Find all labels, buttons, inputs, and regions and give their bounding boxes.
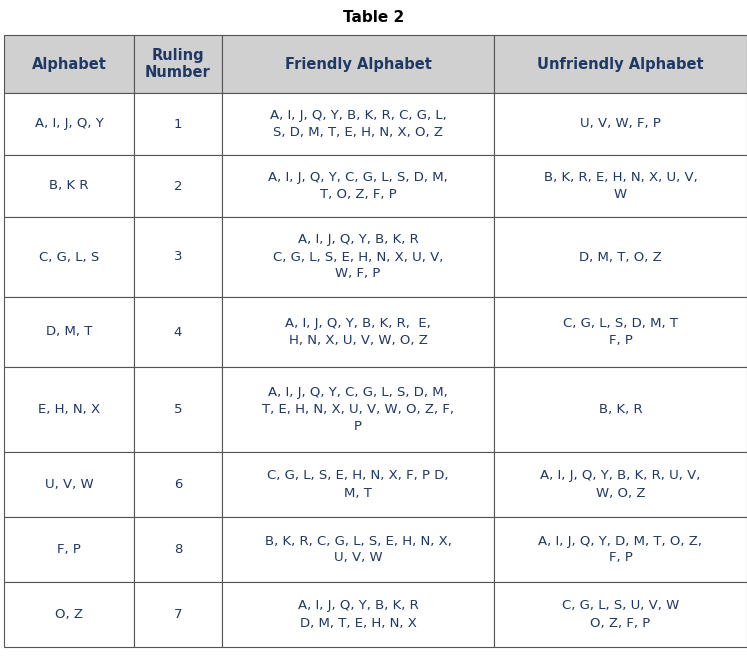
Text: B, K R: B, K R xyxy=(49,180,89,193)
Bar xyxy=(134,367,222,452)
Bar xyxy=(4,93,134,155)
Bar xyxy=(222,452,494,517)
Bar xyxy=(4,217,134,297)
Bar xyxy=(222,93,494,155)
Bar xyxy=(134,582,222,647)
Text: C, G, L, S: C, G, L, S xyxy=(39,251,99,263)
Bar xyxy=(134,517,222,582)
Text: Alphabet: Alphabet xyxy=(31,57,106,72)
Text: U, V, W, F, P: U, V, W, F, P xyxy=(580,118,661,130)
Text: A, I, J, Q, Y, B, K, R, C, G, L,
S, D, M, T, E, H, N, X, O, Z: A, I, J, Q, Y, B, K, R, C, G, L, S, D, M… xyxy=(270,109,447,139)
Text: A, I, J, Q, Y, C, G, L, S, D, M,
T, O, Z, F, P: A, I, J, Q, Y, C, G, L, S, D, M, T, O, Z… xyxy=(268,171,448,201)
Text: C, G, L, S, U, V, W
O, Z, F, P: C, G, L, S, U, V, W O, Z, F, P xyxy=(562,599,679,630)
Text: A, I, J, Q, Y, D, M, T, O, Z,
F, P: A, I, J, Q, Y, D, M, T, O, Z, F, P xyxy=(539,534,702,565)
Text: 5: 5 xyxy=(174,403,182,416)
Bar xyxy=(494,452,747,517)
Text: A, I, J, Q, Y, C, G, L, S, D, M,
T, E, H, N, X, U, V, W, O, Z, F,
P: A, I, J, Q, Y, C, G, L, S, D, M, T, E, H… xyxy=(262,386,454,433)
Text: 1: 1 xyxy=(174,118,182,130)
Text: D, M, T: D, M, T xyxy=(46,326,92,338)
Bar xyxy=(494,367,747,452)
Bar xyxy=(494,297,747,367)
Bar xyxy=(494,155,747,217)
Bar xyxy=(222,297,494,367)
Bar xyxy=(134,93,222,155)
Bar xyxy=(222,367,494,452)
Text: Ruling
Number: Ruling Number xyxy=(145,48,211,80)
Text: B, K, R: B, K, R xyxy=(598,403,642,416)
Text: Unfriendly Alphabet: Unfriendly Alphabet xyxy=(537,57,704,72)
Text: A, I, J, Q, Y, B, K, R
D, M, T, E, H, N, X: A, I, J, Q, Y, B, K, R D, M, T, E, H, N,… xyxy=(297,599,418,630)
Bar xyxy=(134,297,222,367)
Text: 7: 7 xyxy=(174,608,182,621)
Bar xyxy=(494,517,747,582)
Text: 3: 3 xyxy=(174,251,182,263)
Bar xyxy=(494,35,747,93)
Text: A, I, J, Q, Y: A, I, J, Q, Y xyxy=(34,118,103,130)
Text: E, H, N, X: E, H, N, X xyxy=(38,403,100,416)
Bar xyxy=(4,452,134,517)
Bar xyxy=(4,155,134,217)
Bar xyxy=(4,517,134,582)
Bar xyxy=(134,35,222,93)
Bar xyxy=(134,217,222,297)
Bar xyxy=(494,217,747,297)
Bar xyxy=(134,452,222,517)
Text: D, M, T, O, Z: D, M, T, O, Z xyxy=(579,251,662,263)
Bar xyxy=(222,517,494,582)
Bar xyxy=(494,582,747,647)
Bar xyxy=(134,155,222,217)
Text: A, I, J, Q, Y, B, K, R, U, V,
W, O, Z: A, I, J, Q, Y, B, K, R, U, V, W, O, Z xyxy=(540,470,701,499)
Bar xyxy=(494,93,747,155)
Text: C, G, L, S, E, H, N, X, F, P D,
M, T: C, G, L, S, E, H, N, X, F, P D, M, T xyxy=(267,470,449,499)
Text: 8: 8 xyxy=(174,543,182,556)
Bar xyxy=(4,35,134,93)
Text: Friendly Alphabet: Friendly Alphabet xyxy=(285,57,432,72)
Text: A, I, J, Q, Y, B, K, R,  E,
H, N, X, U, V, W, O, Z: A, I, J, Q, Y, B, K, R, E, H, N, X, U, V… xyxy=(285,317,431,347)
Text: 4: 4 xyxy=(174,326,182,338)
Text: O, Z: O, Z xyxy=(55,608,83,621)
Text: Table 2: Table 2 xyxy=(343,11,404,26)
Text: A, I, J, Q, Y, B, K, R
C, G, L, S, E, H, N, X, U, V,
W, F, P: A, I, J, Q, Y, B, K, R C, G, L, S, E, H,… xyxy=(273,234,443,280)
Bar xyxy=(4,367,134,452)
Text: C, G, L, S, D, M, T
F, P: C, G, L, S, D, M, T F, P xyxy=(563,317,678,347)
Text: U, V, W: U, V, W xyxy=(45,478,93,491)
Bar xyxy=(222,582,494,647)
Text: 6: 6 xyxy=(174,478,182,491)
Text: B, K, R, E, H, N, X, U, V,
W: B, K, R, E, H, N, X, U, V, W xyxy=(544,171,698,201)
Bar xyxy=(4,297,134,367)
Text: B, K, R, C, G, L, S, E, H, N, X,
U, V, W: B, K, R, C, G, L, S, E, H, N, X, U, V, W xyxy=(264,534,451,565)
Bar xyxy=(222,35,494,93)
Bar xyxy=(4,582,134,647)
Bar xyxy=(222,155,494,217)
Text: 2: 2 xyxy=(174,180,182,193)
Text: F, P: F, P xyxy=(57,543,81,556)
Bar xyxy=(222,217,494,297)
